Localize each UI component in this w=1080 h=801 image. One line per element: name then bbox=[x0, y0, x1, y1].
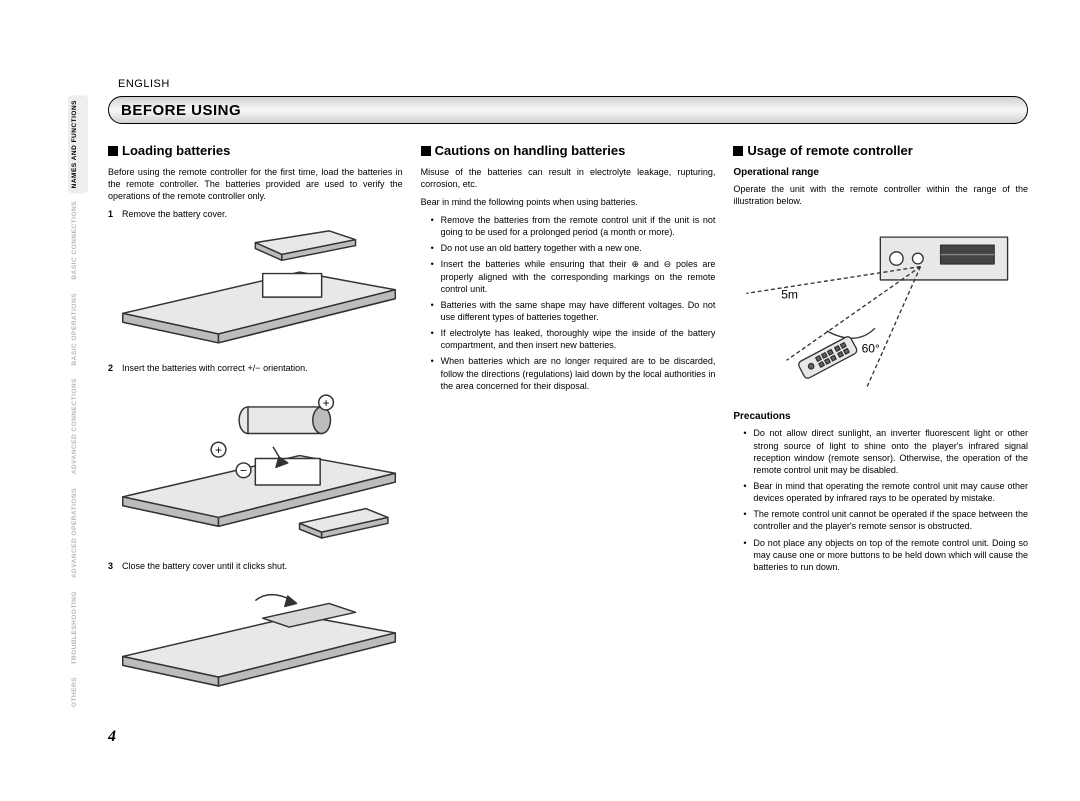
step-1: 1 Remove the battery cover. bbox=[108, 208, 403, 220]
side-tab: NAMES AND FUNCTIONS bbox=[68, 95, 88, 193]
col3-op-text: Operate the unit with the remote control… bbox=[733, 183, 1028, 207]
illustration-insert-batteries: + + − bbox=[108, 376, 403, 553]
svg-text:−: − bbox=[240, 465, 247, 478]
col2-bullets: Remove the batteries from the remote con… bbox=[421, 214, 716, 392]
illustration-operational-range: 5m 60° bbox=[733, 213, 1028, 401]
bullet-item: Do not allow direct sunlight, an inverte… bbox=[743, 427, 1028, 476]
bullet-item: Remove the batteries from the remote con… bbox=[431, 214, 716, 238]
step-3: 3 Close the battery cover until it click… bbox=[108, 560, 403, 572]
bullet-item: When batteries which are no longer requi… bbox=[431, 355, 716, 391]
bullet-item: The remote control unit cannot be operat… bbox=[743, 508, 1028, 532]
bullet-item: Bear in mind that operating the remote c… bbox=[743, 480, 1028, 504]
bullet-item: Insert the batteries while ensuring that… bbox=[431, 258, 716, 294]
side-tab: BASIC OPERATIONS bbox=[68, 288, 88, 371]
step-2: 2 Insert the batteries with correct +/− … bbox=[108, 362, 403, 374]
bullet-item: Batteries with the same shape may have d… bbox=[431, 299, 716, 323]
bullet-item: Do not use an old battery together with … bbox=[431, 242, 716, 254]
col1-heading: Loading batteries bbox=[108, 142, 403, 160]
side-tab: ADVANCED CONNECTIONS bbox=[68, 373, 88, 479]
content-columns: Loading batteries Before using the remot… bbox=[108, 138, 1028, 710]
col2-intro1: Misuse of the batteries can result in el… bbox=[421, 166, 716, 190]
side-tabs: NAMES AND FUNCTIONS BASIC CONNECTIONS BASI… bbox=[68, 95, 96, 715]
column-cautions: Cautions on handling batteries Misuse of… bbox=[421, 138, 716, 710]
svg-text:+: + bbox=[215, 444, 222, 457]
section-title-bar: BEFORE USING bbox=[108, 96, 1028, 124]
col3-heading: Usage of remote controller bbox=[733, 142, 1028, 160]
range-angle-label: 60° bbox=[862, 342, 880, 356]
side-tab: BASIC CONNECTIONS bbox=[68, 196, 88, 285]
col3-sub1: Operational range bbox=[733, 166, 1028, 180]
side-tab: ADVANCED OPERATIONS bbox=[68, 483, 88, 583]
col3-sub2: Precautions bbox=[733, 410, 1028, 424]
column-loading-batteries: Loading batteries Before using the remot… bbox=[108, 138, 403, 710]
col3-bullets: Do not allow direct sunlight, an inverte… bbox=[733, 427, 1028, 573]
col2-intro2: Bear in mind the following points when u… bbox=[421, 196, 716, 208]
side-tab: OTHERS bbox=[68, 672, 88, 712]
illustration-remove-cover bbox=[108, 222, 403, 355]
column-usage: Usage of remote controller Operational r… bbox=[733, 138, 1028, 710]
range-distance-label: 5m bbox=[782, 288, 799, 302]
svg-text:+: + bbox=[323, 397, 330, 410]
language-label: ENGLISH bbox=[118, 78, 170, 90]
side-tab: TROUBLESHOOTING bbox=[68, 586, 88, 670]
bullet-item: If electrolyte has leaked, thoroughly wi… bbox=[431, 327, 716, 351]
section-title: BEFORE USING bbox=[121, 102, 241, 119]
bullet-item: Do not place any objects on top of the r… bbox=[743, 537, 1028, 573]
col2-heading: Cautions on handling batteries bbox=[421, 142, 716, 160]
page-number: 4 bbox=[108, 728, 116, 746]
col1-intro: Before using the remote controller for t… bbox=[108, 166, 403, 202]
illustration-close-cover bbox=[108, 574, 403, 707]
